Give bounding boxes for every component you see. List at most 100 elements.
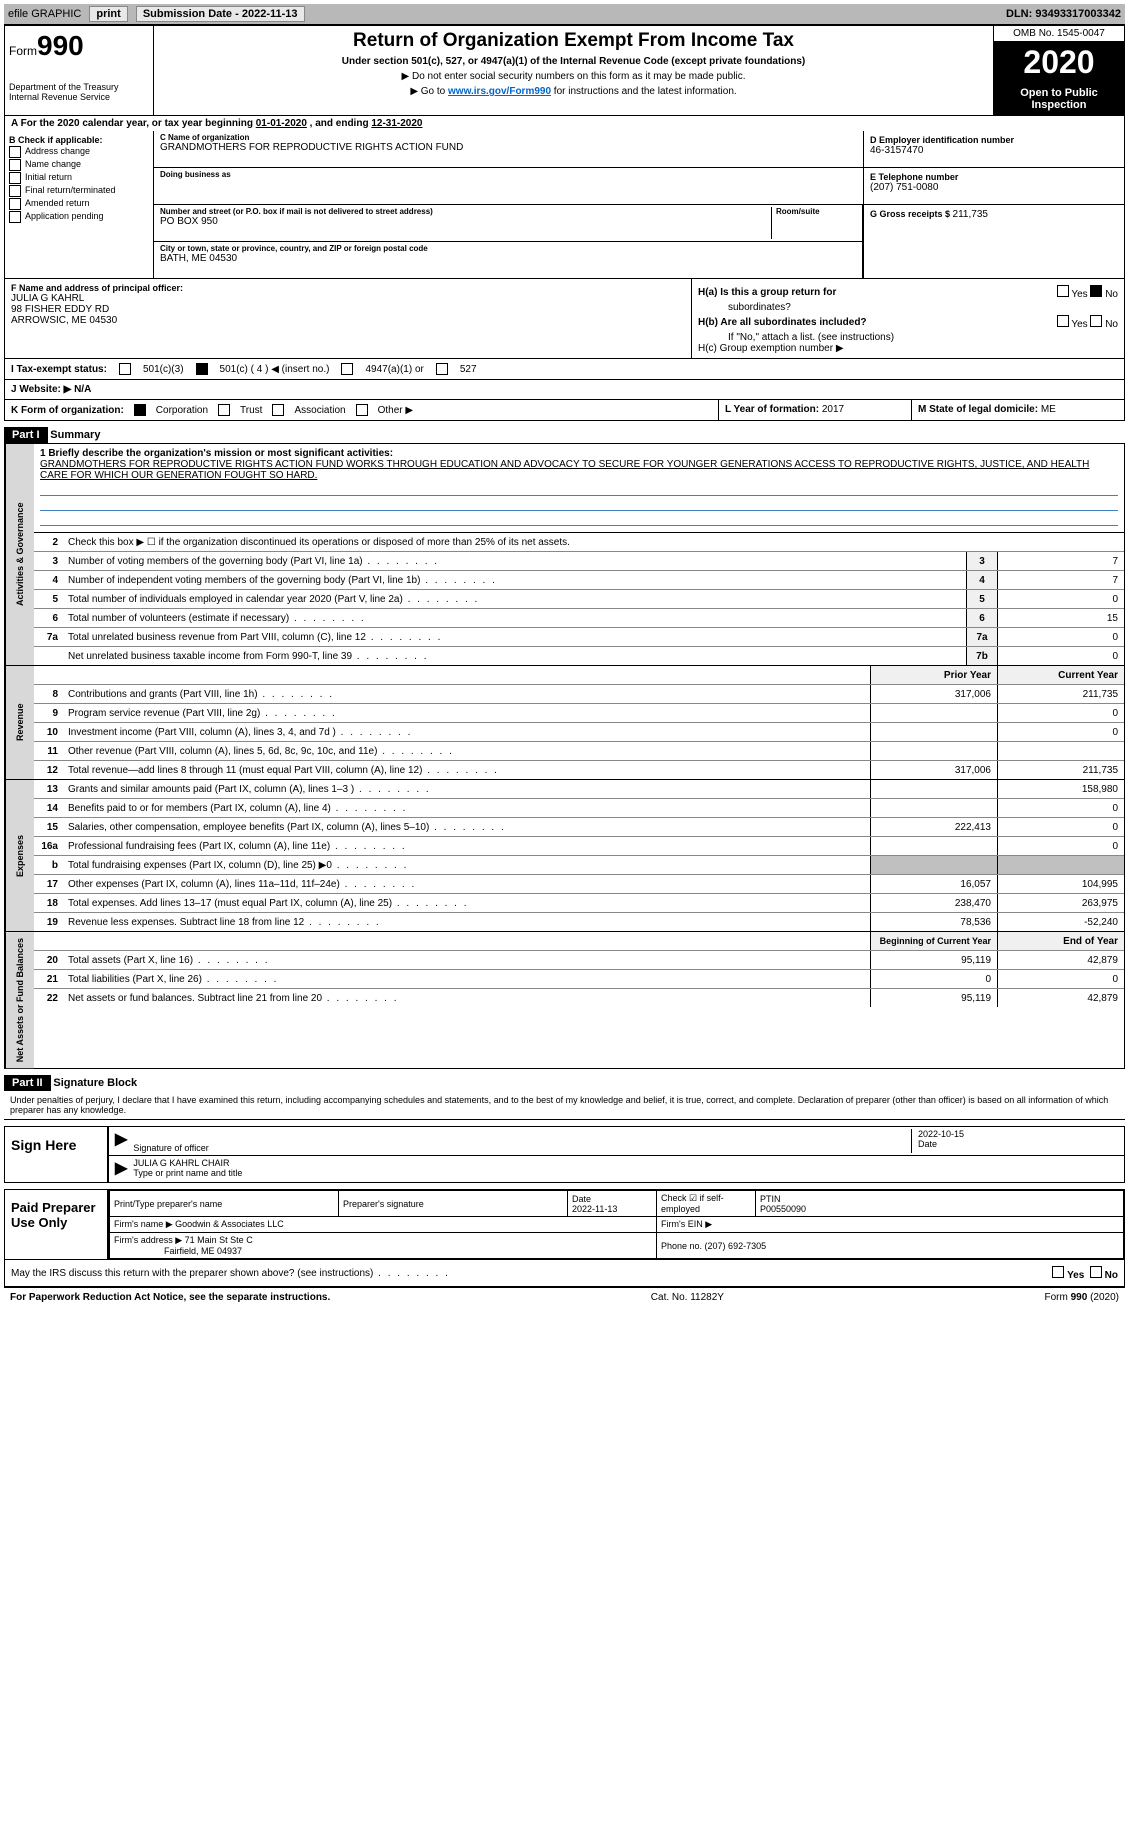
- line-desc: Total assets (Part X, line 16): [64, 953, 870, 968]
- date-label: Date: [918, 1139, 1118, 1149]
- addr-label: Number and street (or P.O. box if mail i…: [160, 207, 771, 216]
- ein-label: D Employer identification number: [870, 135, 1118, 145]
- discuss-no-checkbox[interactable]: [1090, 1266, 1102, 1278]
- prior-value: 95,119: [870, 951, 997, 969]
- check-item-box[interactable]: [9, 198, 21, 210]
- gov-side-label: Activities & Governance: [5, 444, 34, 665]
- line-desc: Total expenses. Add lines 13–17 (must eq…: [64, 896, 870, 911]
- ein-value: 46-3157470: [870, 145, 1118, 156]
- check-item-box[interactable]: [9, 172, 21, 184]
- firm-addr1: 71 Main St Ste C: [185, 1235, 253, 1245]
- check-item-box[interactable]: [9, 146, 21, 158]
- line-box: 6: [966, 609, 997, 627]
- tax-year: 2020: [994, 42, 1124, 83]
- prior-value: [870, 780, 997, 798]
- prior-value: [870, 704, 997, 722]
- check-item-label: Name change: [25, 159, 81, 171]
- begin-year-header: Beginning of Current Year: [870, 932, 997, 950]
- hb-yes-checkbox[interactable]: [1057, 315, 1069, 327]
- line-desc: Other expenses (Part IX, column (A), lin…: [64, 877, 870, 892]
- check-item-box[interactable]: [9, 185, 21, 197]
- irs-label: Internal Revenue Service: [9, 92, 149, 102]
- checkbox-column: B Check if applicable: Address changeNam…: [5, 131, 154, 278]
- submission-date: Submission Date - 2022-11-13: [136, 6, 305, 22]
- form-number: 990: [37, 30, 84, 61]
- line-desc: Investment income (Part VIII, column (A)…: [64, 725, 870, 740]
- inspection-box: Open to PublicInspection: [994, 83, 1124, 115]
- discuss-yes-checkbox[interactable]: [1052, 1266, 1064, 1278]
- line-box: 7b: [966, 647, 997, 665]
- line-box: 7a: [966, 628, 997, 646]
- firm-name: Goodwin & Associates LLC: [175, 1219, 284, 1229]
- paperwork-notice: For Paperwork Reduction Act Notice, see …: [10, 1292, 330, 1303]
- signature-block: Sign Here ▶ Signature of officer 2022-10…: [4, 1126, 1125, 1183]
- prior-value: [870, 723, 997, 741]
- mission-text: GRANDMOTHERS FOR REPRODUCTIVE RIGHTS ACT…: [40, 459, 1118, 481]
- check-item-label: Amended return: [25, 198, 90, 210]
- line-box: 4: [966, 571, 997, 589]
- phone-value: (207) 751-0080: [870, 182, 1118, 193]
- sign-date: 2022-10-15: [918, 1129, 1118, 1139]
- year-formation: 2017: [822, 404, 844, 415]
- check-item-label: Initial return: [25, 172, 72, 184]
- state-domicile: ME: [1041, 404, 1056, 415]
- line-desc: Total number of volunteers (estimate if …: [64, 611, 966, 626]
- check-item-box[interactable]: [9, 159, 21, 171]
- sig-officer-label: Signature of officer: [133, 1143, 911, 1153]
- print-button[interactable]: print: [89, 6, 127, 22]
- website-value: N/A: [74, 384, 91, 395]
- hb-no-checkbox[interactable]: [1090, 315, 1102, 327]
- signer-name: JULIA G KAHRL CHAIR: [133, 1158, 1118, 1168]
- line-desc: Contributions and grants (Part VIII, lin…: [64, 687, 870, 702]
- line-desc: Other revenue (Part VIII, column (A), li…: [64, 744, 870, 759]
- line-box: 3: [966, 552, 997, 570]
- line-desc: Total unrelated business revenue from Pa…: [64, 630, 966, 645]
- current-value: 0: [997, 837, 1124, 855]
- current-value: [997, 742, 1124, 760]
- form-header: Form990 Department of the Treasury Inter…: [4, 24, 1125, 116]
- dept-treasury: Department of the Treasury: [9, 82, 149, 92]
- 527-checkbox[interactable]: [436, 363, 448, 375]
- line-desc: Benefits paid to or for members (Part IX…: [64, 801, 870, 816]
- cat-number: Cat. No. 11282Y: [651, 1292, 724, 1303]
- end-year-header: End of Year: [997, 932, 1124, 950]
- officer-name: JULIA G KAHRL: [11, 293, 685, 304]
- 501c3-checkbox[interactable]: [119, 363, 131, 375]
- 4947-checkbox[interactable]: [341, 363, 353, 375]
- page-footer: For Paperwork Reduction Act Notice, see …: [4, 1287, 1125, 1307]
- ha-yes-checkbox[interactable]: [1057, 285, 1069, 297]
- paid-preparer-label: Paid Preparer Use Only: [5, 1190, 109, 1259]
- arrow-icon: ▶: [115, 1129, 127, 1153]
- corp-checkbox[interactable]: [134, 404, 146, 416]
- line-desc: Net assets or fund balances. Subtract li…: [64, 991, 870, 1006]
- line-desc: Number of independent voting members of …: [64, 573, 966, 588]
- signer-title-label: Type or print name and title: [133, 1168, 1118, 1178]
- irs-link[interactable]: www.irs.gov/Form990: [448, 86, 551, 97]
- arrow-icon: ▶: [115, 1158, 127, 1180]
- website-row: J Website: ▶ N/A: [4, 380, 1125, 400]
- preparer-table: Print/Type preparer's name Preparer's si…: [109, 1190, 1124, 1259]
- form-title: Return of Organization Exempt From Incom…: [158, 30, 989, 52]
- part2-header: Part II Signature Block: [4, 1069, 1125, 1091]
- current-value: 42,879: [997, 989, 1124, 1007]
- hc-label: H(c) Group exemption number ▶: [698, 343, 1118, 354]
- preparer-block: Paid Preparer Use Only Print/Type prepar…: [4, 1189, 1125, 1260]
- current-value: 263,975: [997, 894, 1124, 912]
- line-desc: Program service revenue (Part VIII, line…: [64, 706, 870, 721]
- current-value: 42,879: [997, 951, 1124, 969]
- city-label: City or town, state or province, country…: [160, 244, 856, 253]
- 501c-checkbox[interactable]: [196, 363, 208, 375]
- mission-label: 1 Briefly describe the organization's mi…: [40, 448, 1118, 459]
- trust-checkbox[interactable]: [218, 404, 230, 416]
- exp-side-label: Expenses: [5, 780, 34, 931]
- current-value: 211,735: [997, 761, 1124, 779]
- other-checkbox[interactable]: [356, 404, 368, 416]
- assoc-checkbox[interactable]: [272, 404, 284, 416]
- check-item-box[interactable]: [9, 211, 21, 223]
- org-name: GRANDMOTHERS FOR REPRODUCTIVE RIGHTS ACT…: [160, 142, 857, 153]
- line-value: 0: [997, 590, 1124, 608]
- room-label: Room/suite: [776, 207, 856, 216]
- efile-label: efile GRAPHIC: [8, 8, 81, 20]
- ha-no-checkbox[interactable]: [1090, 285, 1102, 297]
- org-name-label: C Name of organization: [160, 133, 857, 142]
